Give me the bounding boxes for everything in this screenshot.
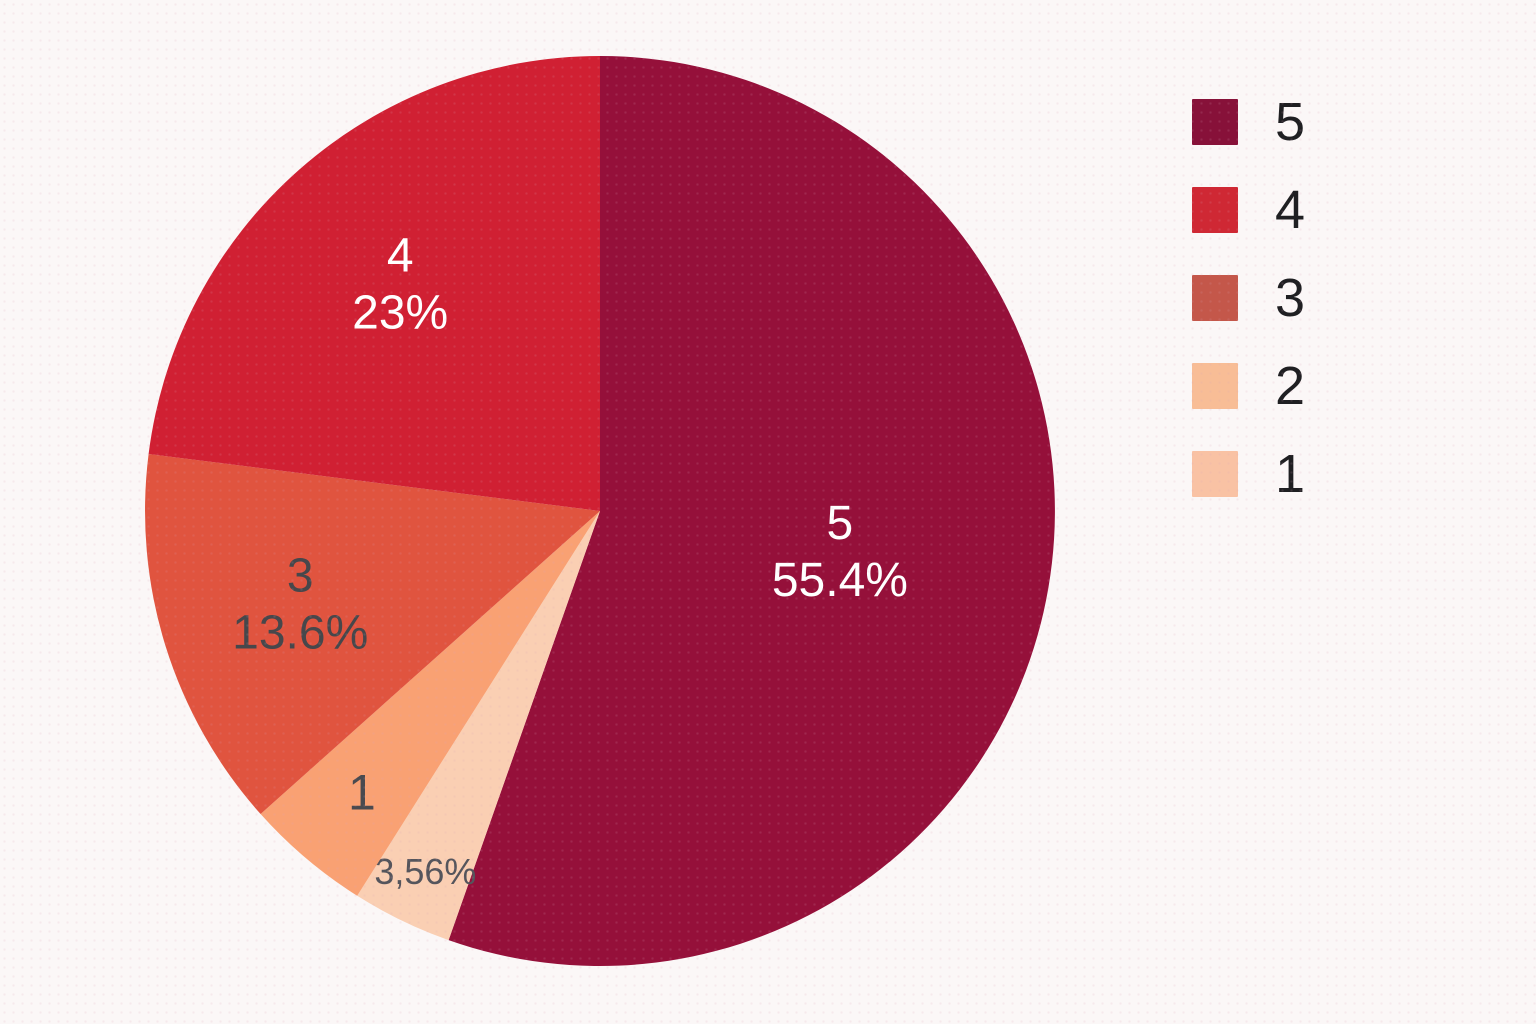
legend-label-3: 3: [1275, 268, 1306, 328]
legend-item-4: 4: [1192, 183, 1305, 237]
pie-slice-5-label-line-0: 5: [827, 497, 854, 550]
pie-slice-3-label-line-1: 13.6%: [232, 606, 368, 659]
legend-swatch-5: [1192, 99, 1238, 145]
legend-swatch-3: [1192, 275, 1238, 321]
legend-item-2: 2: [1192, 359, 1305, 413]
legend-swatch-1: [1192, 451, 1238, 497]
legend-item-1: 1: [1192, 447, 1305, 501]
legend-label-5: 5: [1275, 92, 1306, 152]
legend-swatch-4: [1192, 187, 1238, 233]
pie-slice-1: [357, 511, 600, 941]
pie-slice-4: [148, 56, 600, 511]
pie-slice-3-label-line-0: 3: [287, 549, 314, 602]
pie-slice-5-label-line-1: 55.4%: [772, 554, 908, 607]
pie-slice-4-label-line-0: 4: [387, 229, 414, 282]
pie-slice-1-label-line-0: 3,56%: [374, 851, 476, 892]
pie-slice-3: [145, 454, 601, 814]
legend-label-2: 2: [1275, 356, 1306, 416]
pie-slice-4-label-line-1: 23%: [352, 286, 448, 339]
legend-item-3: 3: [1192, 271, 1305, 325]
legend-label-4: 4: [1275, 180, 1306, 240]
pie-slice-2-label-line-0: 1: [348, 764, 376, 820]
legend: 5 4 3 2 1: [1192, 95, 1305, 501]
legend-item-5: 5: [1192, 95, 1305, 149]
legend-label-1: 1: [1275, 444, 1306, 504]
pie-slice-2: [260, 511, 600, 896]
legend-swatch-2: [1192, 363, 1238, 409]
pie-slice-5: [448, 56, 1055, 966]
